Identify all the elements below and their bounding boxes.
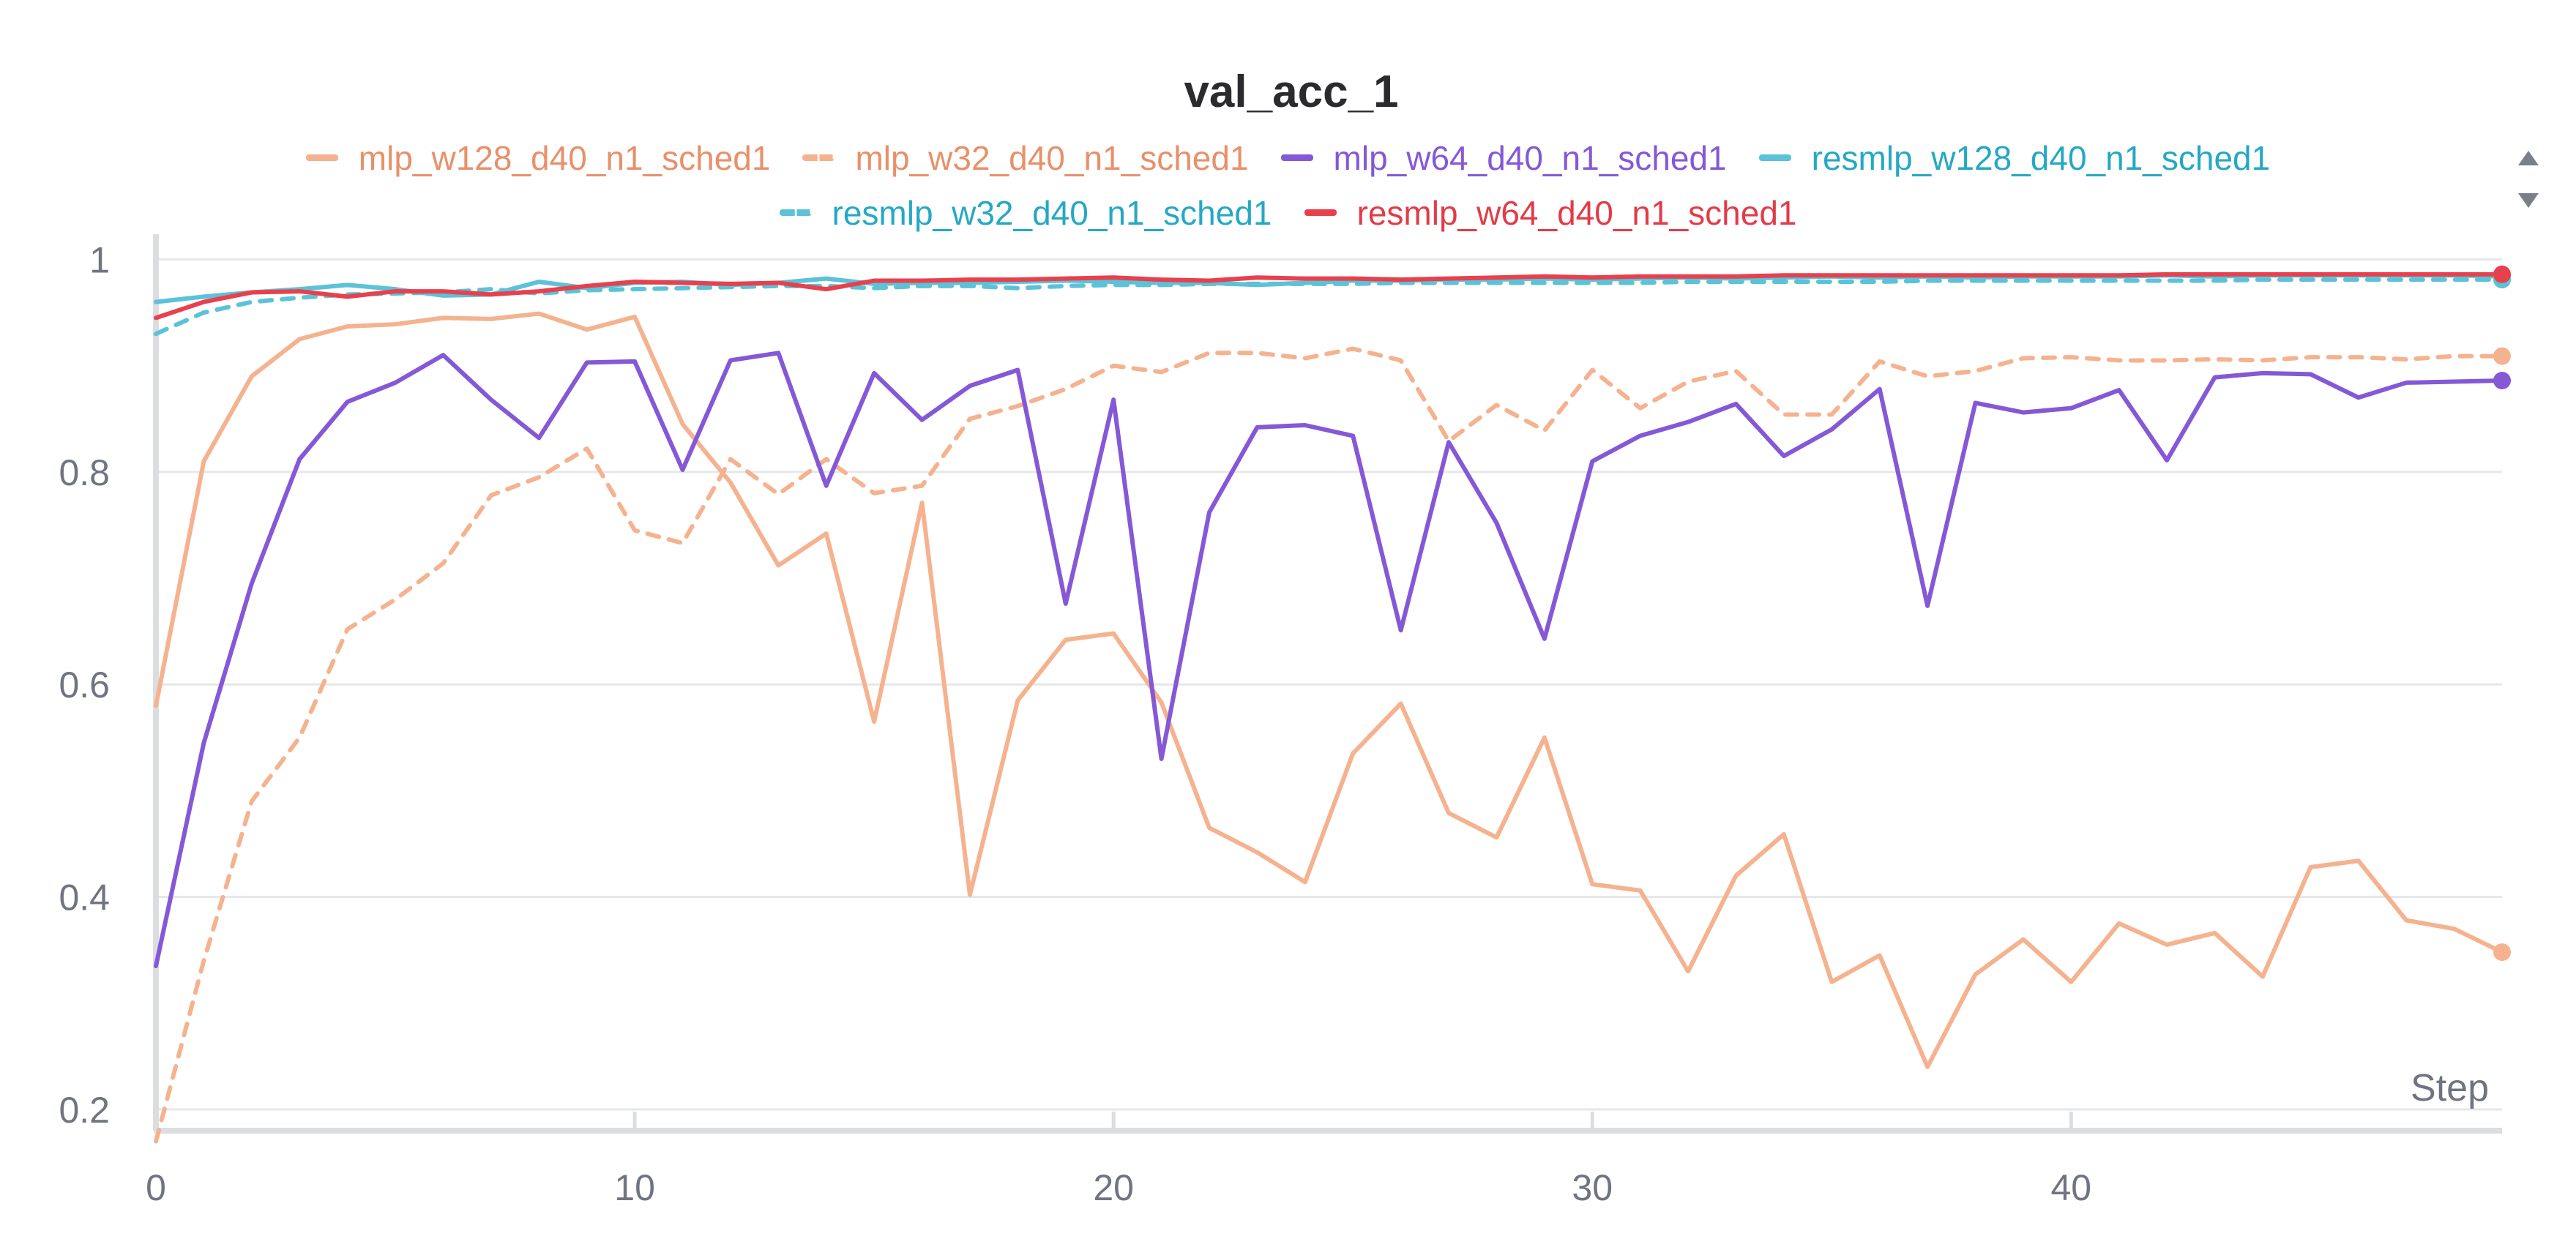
series-line-resmlp-w64-d40-n1-sched1 (154, 272, 2504, 321)
x-axis-label: Step (2411, 1067, 2489, 1109)
legend-swatch (1758, 154, 1791, 161)
end-marker-mlp-w32-d40-n1-sched1 (2493, 347, 2511, 365)
legend-label: mlp_w64_d40_n1_sched1 (1333, 138, 1727, 177)
legend-label: mlp_w32_d40_n1_sched1 (855, 138, 1249, 177)
legend-swatch (1280, 154, 1313, 161)
x-tick-label: 20 (1093, 1167, 1134, 1208)
y-tick-label: 0.8 (59, 452, 110, 493)
triangle-up-icon (2518, 151, 2539, 165)
legend-scroll-up-button[interactable] (2511, 143, 2546, 173)
grid-lines (156, 258, 2502, 1111)
legend-row: mlp_w128_d40_n1_sched1 mlp_w32_d40_n1_sch… (0, 130, 2576, 185)
x-tick-label: 30 (1572, 1167, 1613, 1208)
x-tick-label: 0 (146, 1167, 166, 1208)
x-tick-label: 10 (614, 1167, 655, 1208)
legend-swatch (305, 154, 338, 161)
axes: 0.20.40.60.810 10 20 30 40 (59, 234, 2502, 1208)
series-line-mlp-w64-d40-n1-sched1 (154, 351, 2504, 968)
end-marker-resmlp-w64-d40-n1-sched1 (2493, 265, 2511, 283)
chart-title: val_acc_1 (1184, 67, 1398, 117)
legend-swatch (1304, 209, 1337, 216)
legend-scroll-down-button[interactable] (2511, 186, 2546, 215)
legend-item-mlp-w64-d40-n1-sched1[interactable]: mlp_w64_d40_n1_sched1 (1280, 138, 1727, 178)
end-marker-mlp-w64-d40-n1-sched1 (2493, 372, 2511, 390)
legend-row: resmlp_w32_d40_n1_sched1 resmlp_w64_d40_n… (0, 185, 2576, 240)
series-lines (154, 272, 2504, 1144)
triangle-down-icon (2518, 193, 2539, 208)
series-line-mlp-w32-d40-n1-sched1 (154, 346, 2504, 1144)
legend-item-resmlp-w32-d40-n1-sched1[interactable]: resmlp_w32_d40_n1_sched1 (779, 193, 1272, 233)
legend-label: resmlp_w64_d40_n1_sched1 (1356, 193, 1797, 232)
legend-swatch (802, 154, 835, 161)
legend-item-resmlp-w128-d40-n1-sched1[interactable]: resmlp_w128_d40_n1_sched1 (1758, 138, 2271, 178)
series-line-resmlp-w32-d40-n1-sched1 (154, 277, 2504, 337)
legend-item-resmlp-w64-d40-n1-sched1[interactable]: resmlp_w64_d40_n1_sched1 (1304, 193, 1797, 233)
legend-label: resmlp_w32_d40_n1_sched1 (832, 193, 1272, 232)
y-tick-label: 0.4 (59, 877, 110, 918)
legend-swatch (779, 209, 812, 216)
y-tick-label: 0.6 (59, 664, 110, 705)
x-tick-label: 40 (2051, 1167, 2092, 1208)
legend-label: mlp_w128_d40_n1_sched1 (358, 138, 771, 177)
y-tick-label: 1 (89, 240, 110, 281)
legend: mlp_w128_d40_n1_sched1 mlp_w32_d40_n1_sch… (0, 130, 2576, 240)
y-tick-label: 0.2 (59, 1090, 110, 1131)
end-markers (2493, 265, 2511, 962)
legend-label: resmlp_w128_d40_n1_sched1 (1811, 138, 2271, 177)
series-line-mlp-w128-d40-n1-sched1 (154, 311, 2504, 1069)
end-marker-mlp-w128-d40-n1-sched1 (2493, 943, 2511, 962)
legend-item-mlp-w128-d40-n1-sched1[interactable]: mlp_w128_d40_n1_sched1 (305, 138, 771, 178)
legend-item-mlp-w32-d40-n1-sched1[interactable]: mlp_w32_d40_n1_sched1 (802, 138, 1249, 178)
